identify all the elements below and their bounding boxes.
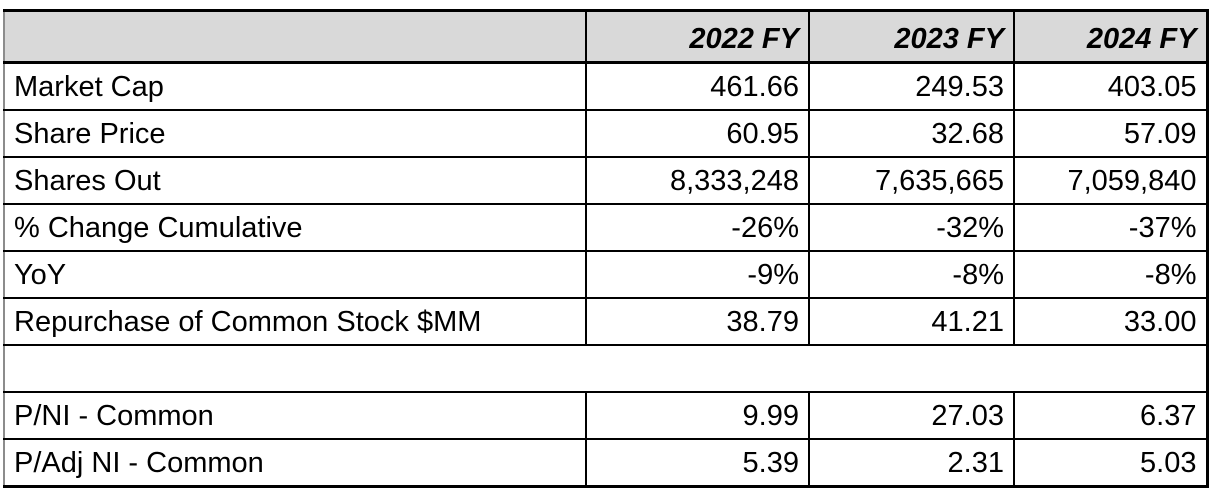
header-cell-2024-fy[interactable]: 2024 FY xyxy=(1013,9,1209,64)
table-row-shares-out: Shares Out 8,333,248 7,635,665 7,059,840 xyxy=(3,156,1209,205)
value-cell[interactable]: 32.68 xyxy=(808,109,1015,158)
value-cell[interactable]: -8% xyxy=(808,250,1015,299)
table-row-market-cap: Market Cap 461.66 249.53 403.05 xyxy=(3,61,1209,111)
value-cell[interactable]: 5.39 xyxy=(585,438,810,488)
row-label-cell[interactable]: Shares Out xyxy=(3,156,587,205)
row-label-cell[interactable]: Repurchase of Common Stock $MM xyxy=(3,297,587,346)
value-cell[interactable]: -9% xyxy=(585,250,810,299)
value-cell[interactable]: 249.53 xyxy=(808,61,1015,111)
value-cell[interactable] xyxy=(1014,344,1209,393)
value-cell[interactable]: 6.37 xyxy=(1013,391,1209,440)
value-cell[interactable]: 2.31 xyxy=(808,438,1015,488)
spreadsheet-region: 2022 FY 2023 FY 2024 FY Market Cap 461.6… xyxy=(3,9,1209,488)
value-cell[interactable]: -37% xyxy=(1013,203,1209,252)
row-label-cell[interactable]: % Change Cumulative xyxy=(3,203,587,252)
value-cell[interactable]: 403.05 xyxy=(1013,61,1209,111)
value-cell[interactable]: 33.00 xyxy=(1013,297,1209,346)
value-cell[interactable]: 57.09 xyxy=(1013,109,1209,158)
table-row-pct-change-cumulative: % Change Cumulative -26% -32% -37% xyxy=(3,203,1209,252)
header-cell-2023-fy[interactable]: 2023 FY xyxy=(808,9,1015,64)
value-cell[interactable]: -26% xyxy=(585,203,810,252)
value-cell[interactable]: 8,333,248 xyxy=(585,156,810,205)
value-cell[interactable]: 7,635,665 xyxy=(808,156,1015,205)
value-cell[interactable]: 9.99 xyxy=(585,391,810,440)
value-cell[interactable]: 60.95 xyxy=(585,109,810,158)
value-cell[interactable]: 5.03 xyxy=(1013,438,1209,488)
row-label-cell[interactable] xyxy=(3,344,586,393)
table-row-p-adj-ni-common: P/Adj NI - Common 5.39 2.31 5.03 xyxy=(3,438,1209,488)
table-row-p-ni-common: P/NI - Common 9.99 27.03 6.37 xyxy=(3,391,1209,440)
row-label-cell[interactable]: P/NI - Common xyxy=(3,391,587,440)
value-cell[interactable] xyxy=(809,344,1014,393)
value-cell[interactable]: 7,059,840 xyxy=(1013,156,1209,205)
table-row-blank-separator xyxy=(3,344,1209,393)
row-label-cell[interactable]: YoY xyxy=(3,250,587,299)
row-label-cell[interactable]: Share Price xyxy=(3,109,587,158)
header-cell-2022-fy[interactable]: 2022 FY xyxy=(585,9,810,64)
header-empty-cell[interactable] xyxy=(3,9,587,64)
table-row-yoy: YoY -9% -8% -8% xyxy=(3,250,1209,299)
value-cell[interactable]: 461.66 xyxy=(585,61,810,111)
header-row: 2022 FY 2023 FY 2024 FY xyxy=(3,9,1209,64)
value-cell[interactable]: -32% xyxy=(808,203,1015,252)
table-row-share-price: Share Price 60.95 32.68 57.09 xyxy=(3,109,1209,158)
row-label-cell[interactable]: Market Cap xyxy=(3,61,587,111)
financial-metrics-table: 2022 FY 2023 FY 2024 FY Market Cap 461.6… xyxy=(3,9,1209,488)
table-row-repurchase-common-stock: Repurchase of Common Stock $MM 38.79 41.… xyxy=(3,297,1209,346)
value-cell[interactable]: 38.79 xyxy=(585,297,810,346)
row-label-cell[interactable]: P/Adj NI - Common xyxy=(3,438,587,488)
value-cell[interactable] xyxy=(586,344,809,393)
value-cell[interactable]: -8% xyxy=(1013,250,1209,299)
value-cell[interactable]: 27.03 xyxy=(808,391,1015,440)
value-cell[interactable]: 41.21 xyxy=(808,297,1015,346)
